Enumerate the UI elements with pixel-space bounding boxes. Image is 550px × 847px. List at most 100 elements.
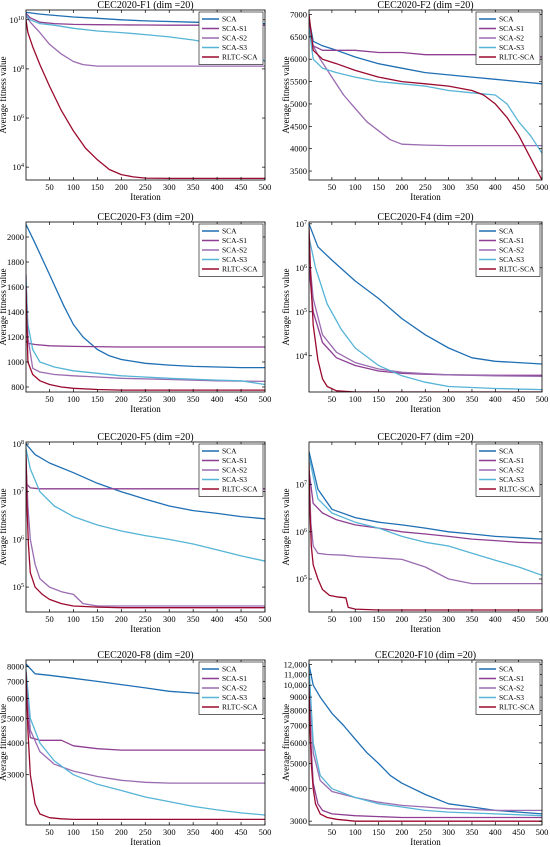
legend-label: SCA-S1	[499, 674, 524, 683]
x-tick-label: 300	[163, 182, 176, 192]
x-tick-label: 450	[512, 394, 525, 404]
legend-label: SCA	[222, 447, 237, 456]
x-tick-label: 200	[396, 182, 409, 192]
series-line-sca	[309, 451, 542, 540]
y-axis-label: Average fitness value	[281, 56, 291, 133]
y-tick-label: 6500	[290, 32, 307, 42]
x-tick-label: 50	[328, 614, 337, 624]
legend-label: SCA	[499, 447, 514, 456]
x-tick-label: 100	[67, 182, 80, 192]
x-axis-label: Iteration	[130, 624, 161, 634]
y-tick-label: 104	[296, 351, 308, 361]
x-tick-label: 500	[536, 614, 549, 624]
chart-title: CEC2020-F10 (dim =20)	[375, 650, 476, 661]
x-tick-label: 350	[187, 614, 200, 624]
legend-label: SCA-S3	[499, 693, 524, 702]
series-group	[26, 224, 265, 391]
y-tick-label: 107	[296, 219, 308, 229]
chart-title: CEC2020-F2 (dim =20)	[377, 0, 473, 11]
x-tick-label: 450	[235, 394, 248, 404]
legend-label: SCA	[499, 665, 514, 674]
y-tick-label: 4000	[290, 144, 307, 154]
legend-label: RLTC-SCA	[222, 485, 258, 494]
legend-label: SCA-S3	[499, 43, 524, 52]
x-tick-label: 100	[67, 827, 80, 837]
chart-title: CEC2020-F8 (dim =20)	[97, 650, 193, 661]
legend-label: SCA-S1	[222, 24, 247, 33]
series-line-sca-s3	[26, 669, 265, 816]
legend-label: SCA	[222, 227, 237, 236]
y-tick-label: 1010	[10, 15, 25, 25]
chart-title: CEC2020-F4 (dim =20)	[377, 212, 473, 223]
chart-panel-1: 50 100 150 200 250 300 350 400 450 500 104 106 108 10…	[0, 0, 271, 202]
x-tick-label: 150	[372, 827, 385, 837]
y-tick-label: 108	[13, 64, 25, 74]
y-axis-label: Average fitness value	[0, 268, 8, 345]
legend-label: SCA-S2	[222, 466, 247, 475]
x-tick-label: 200	[396, 827, 409, 837]
chart-title: CEC2020-F5 (dim =20)	[97, 432, 193, 443]
legend-label: SCA-S3	[222, 43, 247, 52]
x-tick-label: 500	[259, 394, 272, 404]
legend-label: RLTC-SCA	[222, 265, 258, 274]
x-tick-label: 150	[91, 182, 104, 192]
series-line-rltc-sca	[26, 19, 265, 180]
y-tick-label: 107	[296, 480, 308, 490]
y-axis-label: Average fitness value	[281, 268, 291, 345]
x-tick-label: 200	[115, 182, 128, 192]
series-line-sca-s2	[26, 15, 265, 67]
x-tick-label: 450	[512, 182, 525, 192]
x-tick-label: 100	[349, 394, 362, 404]
x-tick-label: 400	[211, 827, 224, 837]
series-line-rltc-sca	[26, 286, 265, 391]
y-tick-label: 3500	[290, 166, 307, 176]
x-tick-label: 50	[45, 394, 54, 404]
y-tick-label: 106	[296, 263, 308, 273]
x-tick-label: 250	[139, 182, 152, 192]
x-tick-label: 350	[187, 827, 200, 837]
x-axis-label: Iteration	[410, 837, 441, 847]
x-tick-label: 250	[419, 614, 432, 624]
legend-label: RLTC-SCA	[499, 485, 535, 494]
x-tick-label: 200	[115, 614, 128, 624]
series-line-sca	[309, 223, 542, 365]
y-tick-label: 5000	[7, 713, 24, 723]
y-tick-label: 1800	[7, 257, 24, 267]
y-tick-label: 4000	[7, 738, 24, 748]
x-tick-label: 500	[536, 394, 549, 404]
legend-label: SCA-S2	[499, 246, 524, 255]
y-tick-label: 7000	[290, 720, 307, 730]
y-tick-label: 6000	[290, 54, 307, 64]
x-tick-label: 400	[211, 614, 224, 624]
x-tick-label: 400	[489, 827, 502, 837]
x-tick-label: 400	[489, 614, 502, 624]
y-tick-label: 105	[296, 574, 308, 584]
series-line-sca-s2	[309, 470, 542, 585]
series-line-sca-s3	[309, 456, 542, 576]
legend-label: SCA-S3	[499, 255, 524, 264]
y-tick-label: 106	[13, 113, 25, 123]
x-axis-label: Iteration	[130, 837, 161, 847]
series-line-sca-s2	[309, 254, 542, 378]
x-axis-label: Iteration	[130, 192, 161, 202]
chart-panel-2: 50 100 150 200 250 300 350 400 450 500 3500 4000 450…	[281, 0, 548, 202]
x-tick-label: 100	[349, 182, 362, 192]
x-tick-label: 200	[396, 394, 409, 404]
y-tick-label: 5000	[290, 99, 307, 109]
x-tick-label: 500	[536, 827, 549, 837]
y-tick-label: 8000	[7, 662, 24, 672]
y-tick-label: 1400	[7, 307, 24, 317]
legend-label: RLTC-SCA	[499, 265, 535, 274]
legend-label: SCA-S2	[222, 684, 247, 693]
legend-label: SCA-S1	[222, 674, 247, 683]
x-tick-label: 250	[139, 394, 152, 404]
x-tick-label: 150	[372, 182, 385, 192]
y-tick-label: 5500	[290, 77, 307, 87]
legend-label: SCA-S3	[222, 693, 247, 702]
chart-title: CEC2020-F3 (dim =20)	[97, 212, 193, 223]
